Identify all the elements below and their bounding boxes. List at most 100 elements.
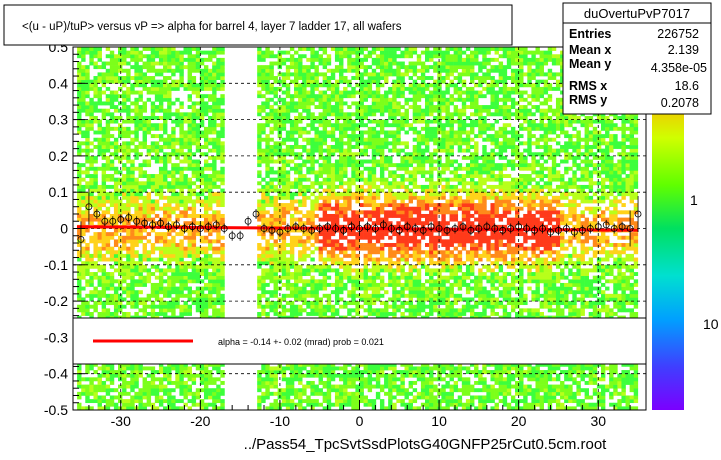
heatmap-cell (322, 293, 328, 298)
heatmap-cell (203, 257, 209, 262)
heatmap-cell (142, 228, 147, 233)
heatmap-cell (113, 297, 119, 302)
heatmap-cell (81, 275, 86, 280)
heatmap-cell (289, 145, 295, 149)
heatmap-cell (212, 86, 217, 91)
heatmap-cell (265, 137, 270, 142)
heatmap-cell (175, 253, 180, 258)
heatmap-cell (191, 395, 197, 400)
heatmap-cell (167, 94, 172, 99)
heatmap-cell (163, 108, 168, 113)
heatmap-cell (85, 112, 90, 117)
heatmap-cell (289, 126, 295, 131)
heatmap-cell (183, 213, 188, 218)
heatmap-cell (167, 206, 172, 211)
heatmap-cell (269, 293, 274, 298)
heatmap-cell (289, 159, 295, 164)
heatmap-cell (261, 83, 266, 88)
heatmap-cell (281, 159, 287, 164)
heatmap-cell (171, 243, 176, 247)
heatmap-cell (187, 406, 192, 410)
heatmap-cell (118, 261, 123, 266)
heatmap-cell (150, 206, 156, 211)
heatmap-cell (302, 94, 307, 99)
heatmap-cell (183, 203, 188, 208)
heatmap-cell (310, 232, 315, 237)
heatmap-cell (199, 76, 205, 80)
heatmap-cell (294, 79, 299, 84)
heatmap-cell (150, 115, 156, 120)
heatmap-cell (347, 184, 352, 189)
heatmap-cell (273, 86, 278, 91)
heatmap-cell (154, 174, 160, 178)
heatmap-cell (101, 184, 107, 189)
heatmap-cell (261, 253, 266, 258)
heatmap-cell (359, 282, 364, 287)
heatmap-cell (183, 268, 188, 273)
heatmap-cell (281, 257, 287, 262)
heatmap-cell (118, 159, 123, 164)
heatmap-cell (187, 308, 192, 313)
heatmap-cell (81, 286, 86, 291)
heatmap-cell (191, 65, 197, 70)
heatmap-cell (81, 65, 86, 70)
heatmap-cell (371, 195, 377, 200)
heatmap-cell (265, 406, 270, 410)
heatmap-cell (273, 184, 278, 189)
heatmap-cell (187, 126, 192, 131)
heatmap-cell (330, 47, 336, 51)
heatmap-cell (171, 268, 176, 273)
heatmap-cell (158, 290, 164, 295)
heatmap-cell (269, 279, 274, 284)
heatmap-cell (216, 174, 221, 178)
heatmap-cell (171, 152, 176, 157)
heatmap-cell (85, 406, 90, 410)
heatmap-cell (208, 68, 213, 73)
heatmap-cell (265, 384, 270, 389)
heatmap-cell (142, 301, 147, 306)
heatmap-cell (154, 47, 160, 51)
heatmap-cell (179, 210, 184, 215)
heatmap-cell (367, 203, 373, 208)
heatmap-cell (187, 65, 192, 70)
heatmap-cell (109, 90, 115, 95)
heatmap-cell (339, 112, 344, 117)
heatmap-cell (195, 272, 201, 276)
heatmap-cell (81, 297, 86, 302)
heatmap-cell (187, 213, 192, 218)
heatmap-cell (93, 275, 98, 280)
heatmap-cell (339, 137, 344, 142)
heatmap-cell (134, 137, 139, 142)
heatmap-cell (130, 101, 135, 106)
heatmap-cell (343, 199, 348, 204)
heatmap-cell (183, 301, 188, 306)
heatmap-cell (371, 250, 377, 255)
heatmap-cell (163, 170, 168, 175)
heatmap-cell (199, 297, 205, 302)
heatmap-cell (306, 253, 311, 258)
heatmap-cell (343, 203, 348, 208)
heatmap-cell (343, 261, 348, 266)
heatmap-cell (257, 217, 262, 222)
heatmap-cell (322, 279, 328, 284)
heatmap-cell (347, 402, 352, 407)
heatmap-cell (261, 286, 266, 291)
heatmap-cell (265, 261, 270, 266)
heatmap-cell (208, 243, 213, 247)
heatmap-cell (203, 76, 209, 80)
heatmap-cell (167, 261, 172, 266)
heatmap-cell (199, 57, 205, 62)
heatmap-cell (339, 297, 344, 302)
heatmap-cell (281, 50, 287, 55)
heatmap-cell (310, 366, 315, 371)
heatmap-cell (158, 94, 164, 99)
heatmap-cell (158, 268, 164, 273)
heatmap-cell (322, 275, 328, 280)
heatmap-cell (212, 261, 217, 266)
heatmap-cell (101, 275, 107, 280)
heatmap-cell (371, 210, 377, 215)
heatmap-cell (122, 152, 127, 157)
heatmap-cell (81, 391, 86, 396)
heatmap-cell (150, 377, 156, 382)
heatmap-cell (216, 257, 221, 262)
